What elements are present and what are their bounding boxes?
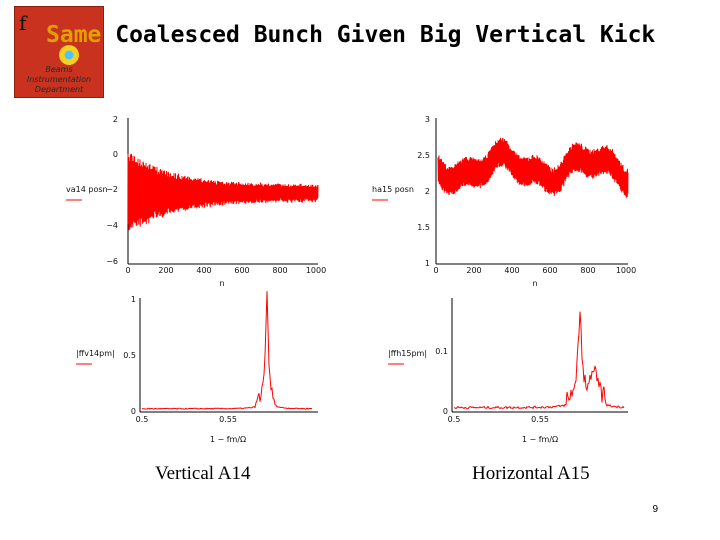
caption-horizontal: Horizontal A15 — [472, 463, 590, 484]
plot-tl-ytick: −6 — [106, 257, 118, 266]
plot-ha15-position: 3 2.5 2 1.5 1 0 200 400 600 800 1000 n h… — [372, 115, 636, 288]
plot-tl-xtick: 600 — [234, 266, 249, 275]
logo-line3: Department — [34, 85, 84, 94]
department-logo: f Beams Instrumentation Department — [14, 6, 104, 98]
plot-bl-ytick: 0.5 — [123, 351, 136, 360]
plot-br-xtick: 0.55 — [531, 415, 549, 424]
plot-tl-xtick: 400 — [196, 266, 211, 275]
plot-tr-ytick: 2.5 — [417, 151, 430, 160]
plot-br-xlabel: 1 − fm/Ω — [522, 435, 558, 444]
plot-tl-xtick: 200 — [158, 266, 173, 275]
logo-line2: Instrumentation — [26, 75, 92, 84]
plot-tr-trace — [437, 137, 629, 198]
plot-tr-xtick: 200 — [466, 266, 481, 275]
plot-bl-xtick: 0.5 — [136, 415, 149, 424]
plot-bl-xlabel: 1 − fm/Ω — [210, 435, 246, 444]
plot-tr-xtick: 1000 — [616, 266, 636, 275]
plot-tr-xtick: 600 — [542, 266, 557, 275]
plot-ffh15-spectrum: 0.1 0 0.5 0.55 1 − fm/Ω |ffh15pm| — [388, 298, 628, 444]
page-number: 9 — [652, 504, 658, 515]
logo-line1: Beams — [45, 65, 73, 74]
plot-bl-xtick: 0.55 — [219, 415, 237, 424]
plot-tr-xtick: 0 — [433, 266, 438, 275]
logo-letter: f — [19, 11, 27, 35]
plot-tr-xtick: 800 — [580, 266, 595, 275]
logo-emblem-icon — [59, 45, 79, 65]
plot-tl-xtick: 0 — [125, 266, 130, 275]
title-part1: Same — [46, 22, 102, 48]
plot-tl-ytick: 0 — [113, 150, 118, 159]
plot-tl-xtick: 1000 — [306, 266, 326, 275]
plot-tl-ytick: −2 — [106, 185, 118, 194]
plot-bl-ytick: 0 — [131, 407, 136, 416]
plot-tr-ytick: 1 — [425, 259, 430, 268]
plot-br-ytick: 0 — [443, 407, 448, 416]
title-part2: Coalesced Bunch Given Big Vertical Kick — [101, 22, 656, 48]
plot-tl-trace — [127, 153, 319, 231]
plot-tr-ytick: 2 — [425, 187, 430, 196]
plot-br-xtick: 0.5 — [448, 415, 461, 424]
plot-bl-ylabel: |ffv14pm| — [76, 349, 115, 358]
plot-bl-trace — [141, 291, 313, 410]
plot-br-ylabel: |ffh15pm| — [388, 349, 427, 358]
plot-tl-xlabel: n — [219, 279, 224, 288]
slide-title: Same Coalesced Bunch Given Big Vertical … — [46, 22, 655, 48]
plot-br-ytick: 0.1 — [435, 347, 448, 356]
plot-tl-ytick: −4 — [106, 221, 118, 230]
plot-tl-ylabel: va14 posn — [66, 185, 108, 194]
caption-vertical: Vertical A14 — [155, 463, 251, 484]
plot-tl-ytick: 2 — [113, 115, 118, 124]
plot-tr-xtick: 400 — [504, 266, 519, 275]
plot-bl-ytick: 1 — [131, 295, 136, 304]
plot-va14-position: 2 0 −2 −4 −6 0 200 400 600 800 1000 n va… — [66, 115, 326, 288]
plot-ffv14-spectrum: 1 0.5 0 0.5 0.55 1 − fm/Ω |ffv14pm| — [76, 291, 318, 444]
plot-tr-xlabel: n — [532, 279, 537, 288]
plot-br-trace — [453, 311, 625, 410]
plot-tr-ytick: 3 — [425, 115, 430, 124]
plot-tr-ytick: 1.5 — [417, 223, 430, 232]
plot-tl-xtick: 800 — [272, 266, 287, 275]
plot-tr-ylabel: ha15 posn — [372, 185, 414, 194]
